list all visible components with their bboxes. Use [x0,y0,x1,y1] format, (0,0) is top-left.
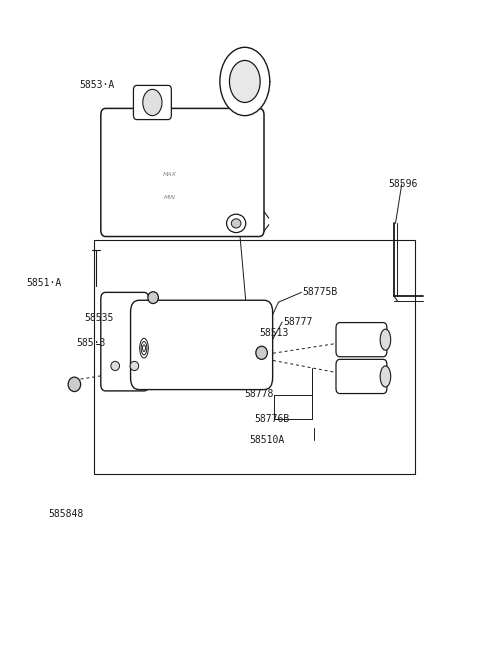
Ellipse shape [231,219,241,228]
Text: 58596: 58596 [389,179,418,189]
Circle shape [229,60,260,102]
FancyBboxPatch shape [133,85,171,120]
FancyBboxPatch shape [101,108,264,237]
FancyBboxPatch shape [131,300,273,390]
Ellipse shape [130,361,139,371]
Text: 58775B: 58775B [302,287,337,298]
Text: 585·3: 585·3 [76,338,105,348]
Text: 58777: 58777 [283,317,312,327]
Ellipse shape [111,361,120,371]
Text: MAX: MAX [163,172,177,177]
Text: 585848: 585848 [48,509,83,519]
Text: 58510A: 58510A [250,435,285,445]
Ellipse shape [380,366,391,387]
Text: 5851·A: 5851·A [26,277,61,288]
Bar [94,240,415,474]
Circle shape [143,89,162,116]
Text: 5853·A: 5853·A [79,80,114,91]
FancyBboxPatch shape [101,292,149,391]
Text: 58513: 58513 [259,328,288,338]
Ellipse shape [380,329,391,350]
Text: 58778: 58778 [245,389,274,399]
Ellipse shape [68,377,81,392]
Ellipse shape [227,214,246,233]
FancyBboxPatch shape [336,323,387,357]
Text: MIN: MIN [164,195,176,200]
Text: 58535: 58535 [84,313,113,323]
FancyBboxPatch shape [336,359,387,394]
Circle shape [220,47,270,116]
Text: 58776B: 58776B [254,414,289,424]
Ellipse shape [256,346,267,359]
Ellipse shape [148,292,158,304]
